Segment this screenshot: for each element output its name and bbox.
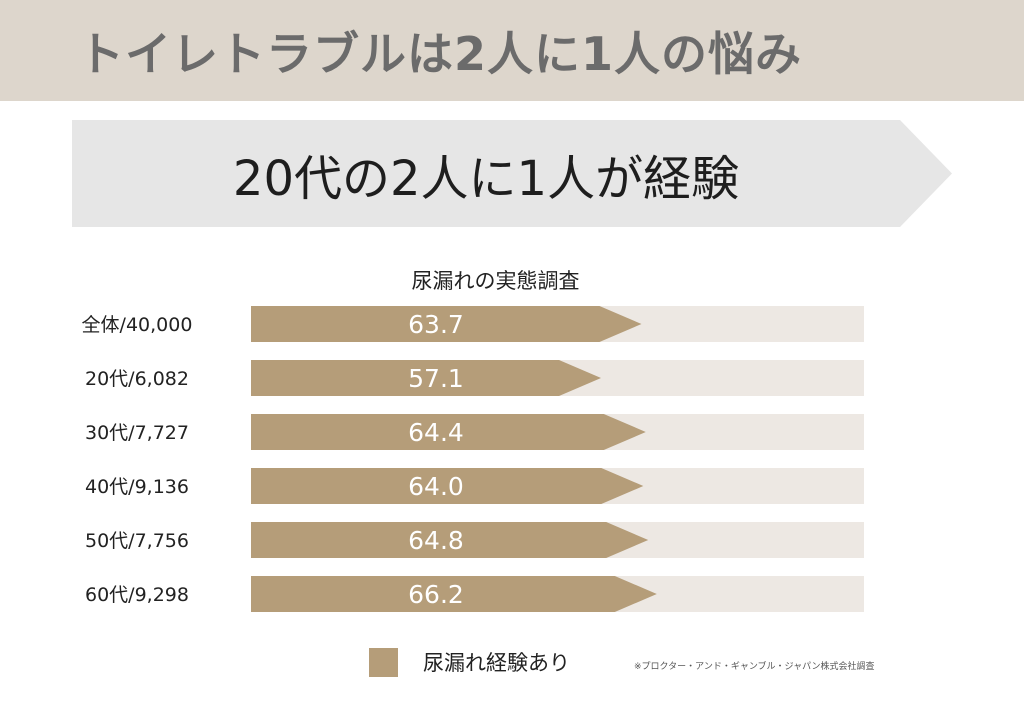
callout-arrow-shape	[72, 120, 952, 227]
category-label: 50代/7,756	[85, 530, 189, 552]
legend-label: 尿漏れ経験あり	[423, 651, 570, 675]
data-label: 64.4	[408, 418, 464, 447]
chart-title: 尿漏れの実態調査	[412, 269, 580, 293]
bar	[251, 576, 657, 612]
bar	[251, 360, 602, 396]
bar	[251, 306, 642, 342]
bar	[251, 468, 644, 504]
bar	[251, 414, 646, 450]
headline-callout: 20代の2人に1人が経験	[72, 120, 952, 227]
data-label: 57.1	[408, 364, 464, 393]
category-label: 40代/9,136	[85, 476, 189, 498]
legend-swatch	[369, 648, 398, 677]
category-label: 全体/40,000	[82, 314, 193, 336]
bar	[251, 522, 649, 558]
source-footnote: ※プロクター・アンド・ギャンブル・ジャパン株式会社調査	[634, 662, 875, 672]
category-label: 60代/9,298	[85, 584, 189, 606]
category-label: 20代/6,082	[85, 368, 189, 390]
data-label: 63.7	[408, 310, 464, 339]
title-banner	[0, 0, 1024, 101]
callout-text: 20代の2人に1人が経験	[232, 150, 740, 207]
data-label: 64.8	[408, 526, 464, 555]
data-label: 66.2	[408, 580, 464, 609]
category-label: 30代/7,727	[85, 422, 189, 444]
page-title: トイレトラブルは2人に1人の悩み	[78, 27, 803, 81]
data-label: 64.0	[408, 472, 464, 501]
